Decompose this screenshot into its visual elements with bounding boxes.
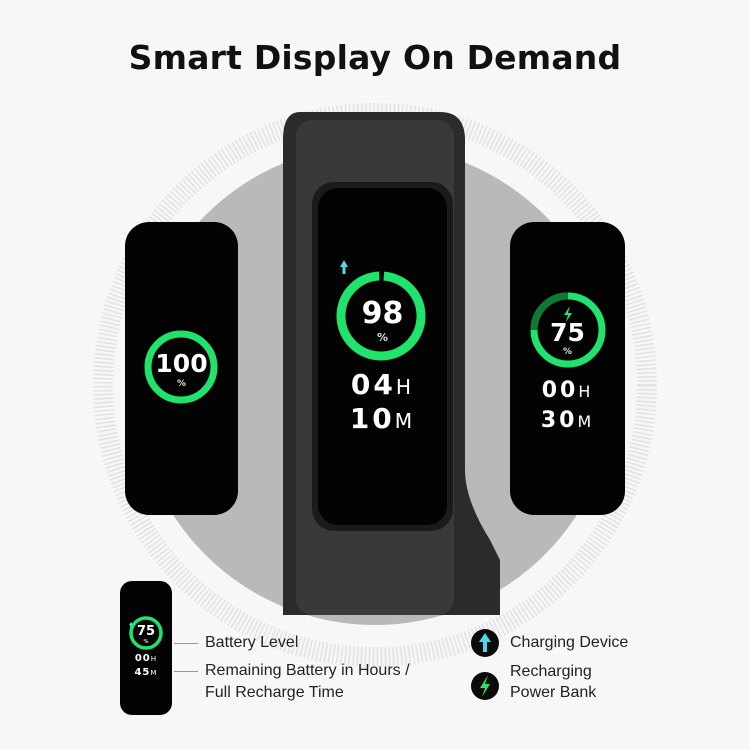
left-display: 100 % [125,222,238,515]
remaining-hours: 04H [350,368,415,401]
right-display: 75 % 00H 30M [510,222,625,515]
remaining-minutes: 30M [540,408,595,433]
remaining-label-line1: Remaining Battery in Hours / [205,662,410,679]
charging-device-label: Charging Device [510,634,629,651]
recharging-label-line2: Power Bank [510,684,597,701]
battery-level-leader [174,643,198,644]
remaining-hours: 00H [541,378,594,403]
recharging-label-line1: Recharging [510,663,592,680]
remaining-hours: 00H [134,653,158,664]
battery-level-label: Battery Level [205,634,299,651]
charging-arrow-icon [479,633,491,652]
center-display: 98 % 04H 10M [318,188,447,525]
remaining-minutes: 10M [349,402,416,435]
battery-percent: 98 [361,296,404,331]
remaining-leader [174,671,198,672]
bolt-icon [480,675,490,697]
legend-icons [471,629,499,700]
charging-device-icon [340,260,348,274]
battery-percent: 75 [550,318,585,347]
battery-ring [144,330,218,404]
battery-percent: 75 [136,624,156,639]
remaining-label-line2: Full Recharge Time [205,684,344,701]
page-title: Smart Display On Demand [128,38,622,77]
remaining-minutes: 45M [134,667,158,678]
percent-sign: % [376,331,389,344]
legend-display: 75 % 00H 45M [120,581,172,715]
recharging-bolt-icon [564,306,572,322]
percent-sign: % [176,379,187,389]
battery-percent: 100 [155,349,208,378]
percent-sign: % [562,347,573,357]
percent-sign: % [143,639,149,645]
